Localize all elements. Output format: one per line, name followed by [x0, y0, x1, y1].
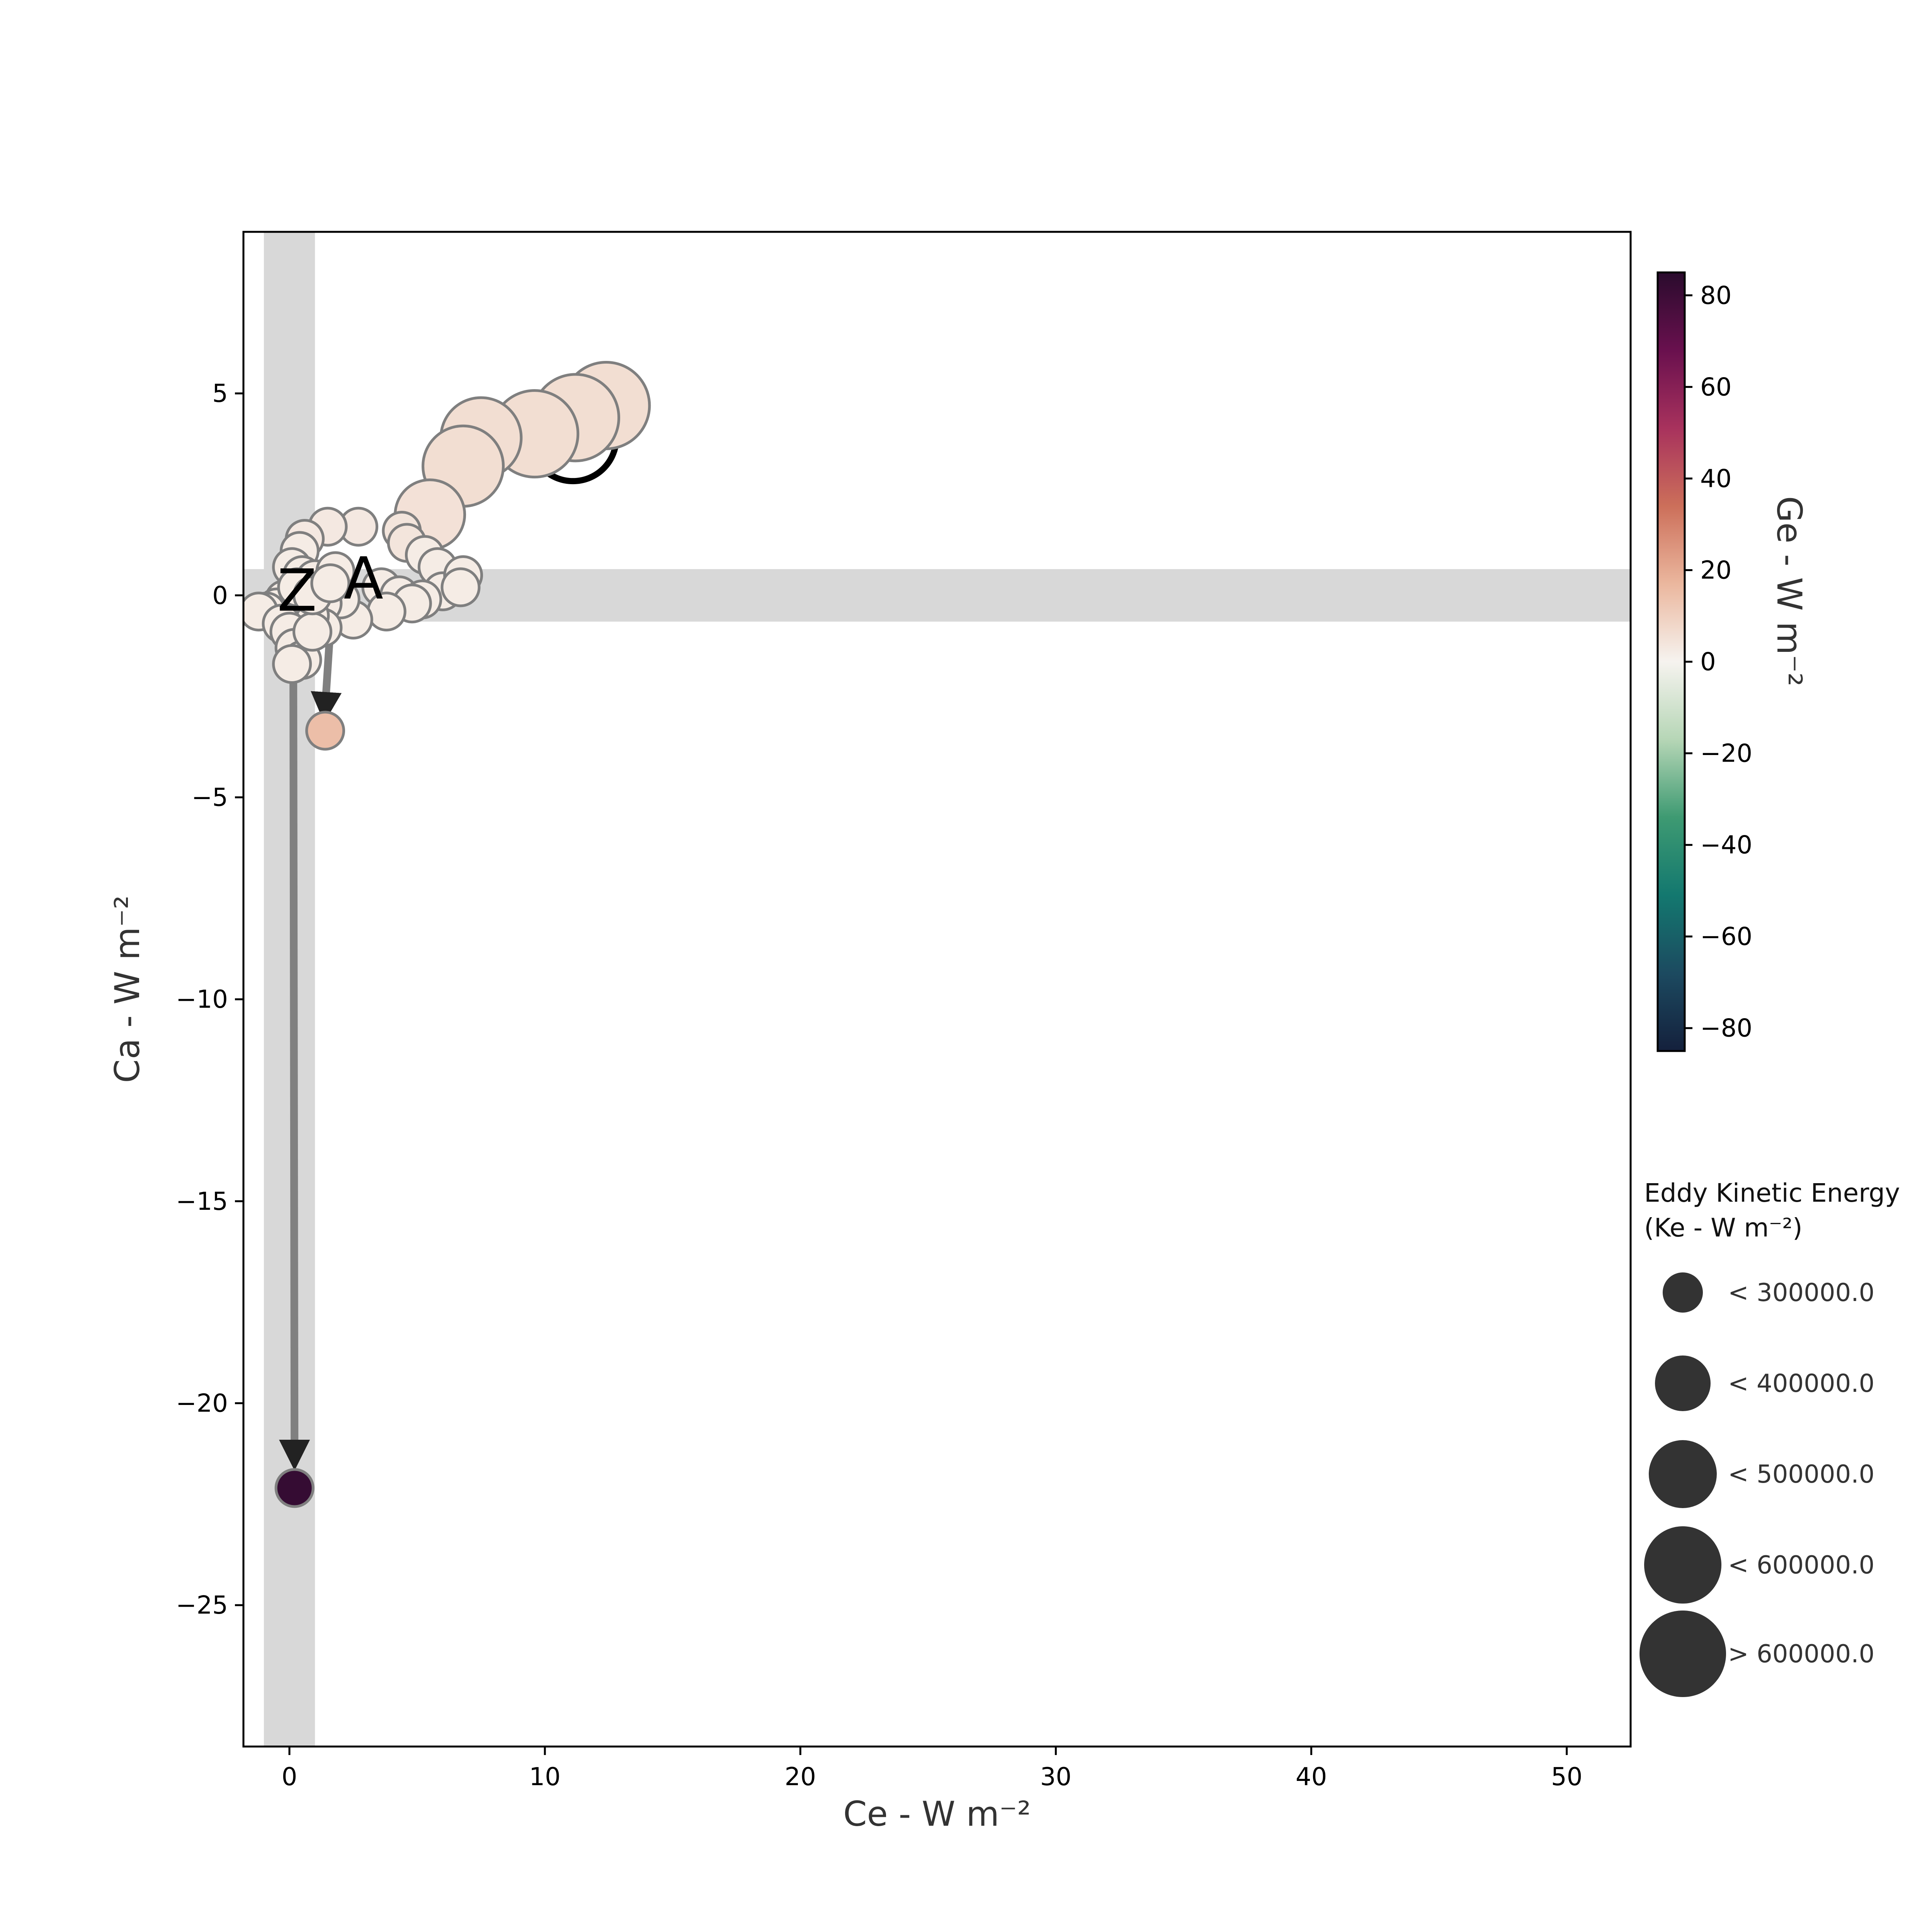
x-tick-label: 0	[282, 1763, 298, 1791]
colorbar: −80 −60 −40 −20 0 20 40 60 80	[1656, 271, 1752, 1052]
data-point	[305, 711, 345, 751]
size-legend-marker	[1644, 1526, 1721, 1604]
y-tick-label: −25	[176, 1591, 228, 1620]
colorbar-tick-label: 20	[1700, 556, 1731, 585]
y-axis-label: Ca - W m⁻²	[107, 895, 147, 1083]
annotation-z: Z	[277, 557, 317, 624]
y-tick-label: 5	[212, 379, 228, 408]
y-tick-label: −10	[176, 985, 228, 1014]
y-tick-label: −15	[176, 1187, 228, 1216]
colorbar-label: Ge - W m⁻²	[1769, 496, 1809, 686]
colorbar-gradient	[1656, 271, 1686, 1052]
annotation-a: A	[344, 545, 383, 612]
colorbar-tick-label: −20	[1700, 740, 1752, 768]
x-tick-label: 30	[1040, 1763, 1071, 1791]
colorbar-tick-label: 80	[1700, 281, 1731, 310]
vertical-shaded-band	[264, 232, 315, 1747]
data-point	[274, 1468, 315, 1508]
size-legend-marker	[1655, 1355, 1711, 1411]
size-legend-label: < 400000.0	[1728, 1369, 1874, 1398]
plot-frame	[242, 231, 1632, 1748]
y-tick-label: −20	[176, 1389, 228, 1418]
size-legend-subtitle: (Ke - W m⁻²)	[1644, 1213, 1803, 1243]
x-tick-label: 50	[1551, 1763, 1582, 1791]
y-axis-ticks: −25 −20 −15 −10 −5 0 5	[176, 379, 243, 1620]
data-point	[272, 644, 312, 684]
x-axis-ticks: 0 10 20 30 40 50	[282, 1747, 1582, 1791]
colorbar-tick-label: 40	[1700, 464, 1731, 493]
x-tick-label: 10	[529, 1763, 560, 1791]
size-legend-label: < 500000.0	[1728, 1460, 1874, 1489]
colorbar-tick-label: −40	[1700, 831, 1752, 860]
size-legend-title: Eddy Kinetic Energy	[1644, 1178, 1900, 1208]
data-point	[440, 567, 481, 607]
size-legend-label: < 600000.0	[1728, 1551, 1874, 1580]
size-legend-label: < 300000.0	[1728, 1279, 1874, 1307]
size-legend-marker	[1649, 1440, 1717, 1508]
colorbar-tick-label: 60	[1700, 373, 1731, 401]
trajectory-arrow	[279, 607, 310, 1471]
y-tick-label: −5	[192, 783, 228, 812]
size-legend-label: > 600000.0	[1728, 1640, 1874, 1668]
x-axis-label: Ce - W m⁻²	[843, 1794, 1031, 1834]
x-tick-label: 20	[785, 1763, 816, 1791]
size-legend: Eddy Kinetic Energy (Ke - W m⁻²) < 30000…	[1639, 1178, 1900, 1697]
data-point	[310, 563, 350, 603]
size-legend-marker	[1663, 1272, 1703, 1313]
colorbar-tick-label: −80	[1700, 1014, 1752, 1043]
x-tick-label: 40	[1296, 1763, 1327, 1791]
colorbar-tick-label: 0	[1700, 648, 1716, 677]
size-legend-marker	[1639, 1611, 1726, 1697]
colorbar-tick-label: −60	[1700, 923, 1752, 951]
y-tick-label: 0	[212, 582, 228, 610]
